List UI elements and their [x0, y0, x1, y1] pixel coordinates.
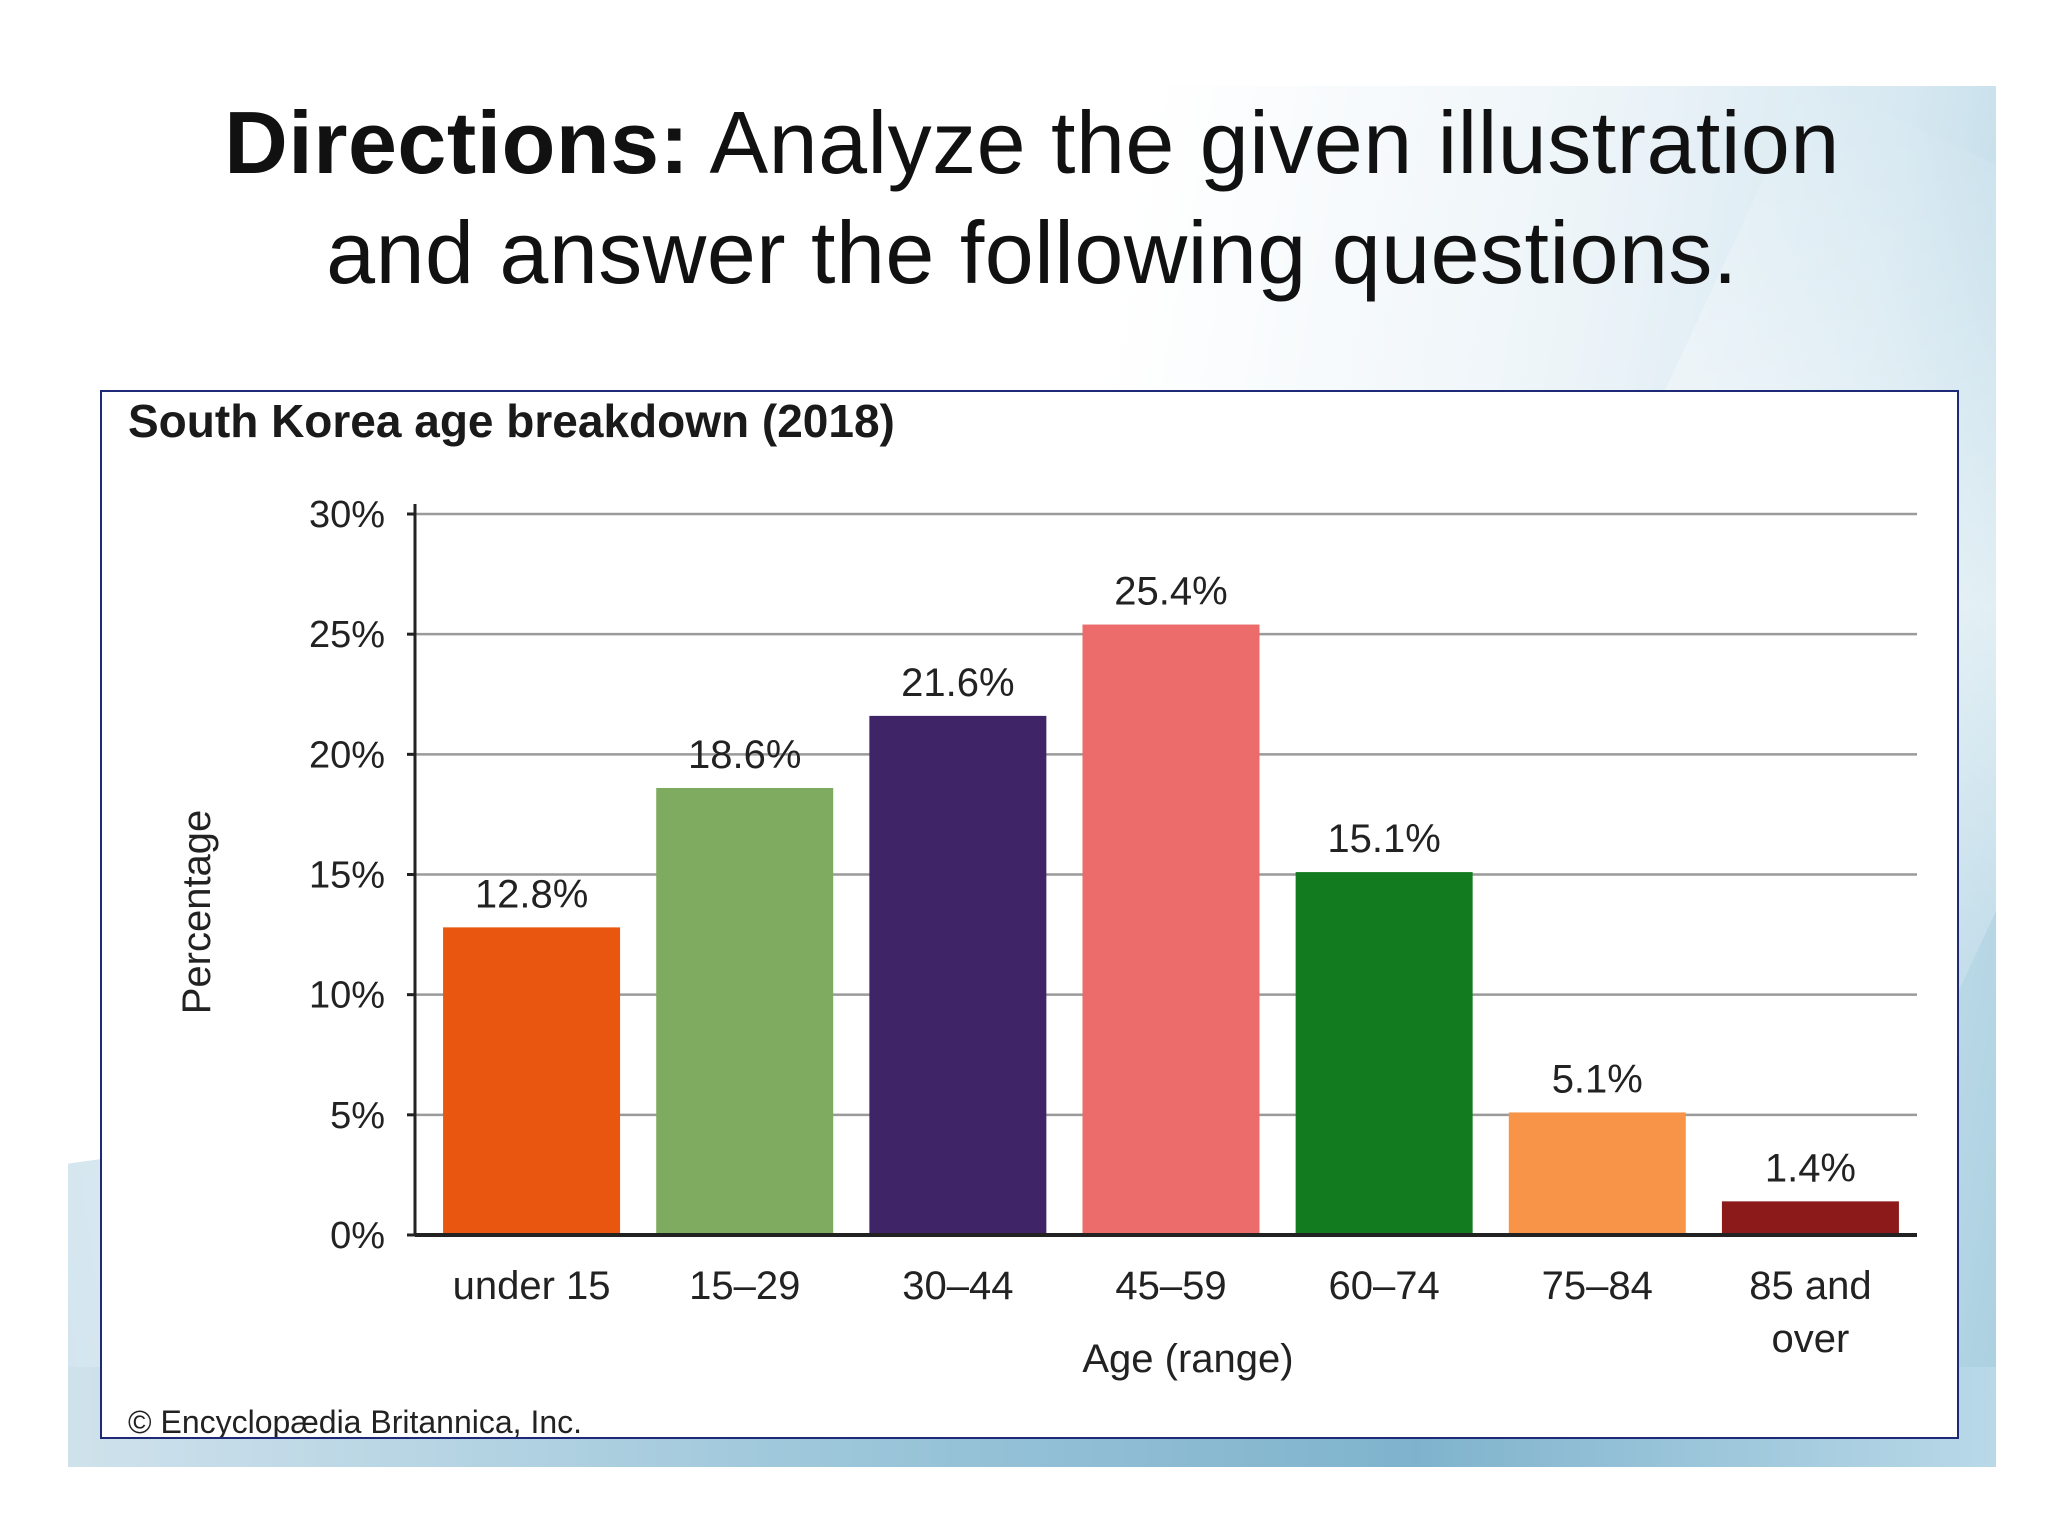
bar — [1508, 1112, 1686, 1235]
x-tick-label: 15–29 — [689, 1264, 800, 1308]
y-tick-label: 10% — [309, 975, 385, 1017]
data-label: 5.1% — [1552, 1057, 1643, 1101]
bar — [1721, 1201, 1899, 1235]
x-tick-label: over — [1772, 1317, 1850, 1361]
x-tick-label: 30–44 — [902, 1264, 1013, 1308]
x-tick-label: under 15 — [453, 1264, 611, 1308]
data-label: 1.4% — [1765, 1146, 1856, 1190]
directions-text: Analyze the given illustration — [689, 93, 1840, 192]
x-tick-label: 45–59 — [1115, 1264, 1226, 1308]
bar — [443, 927, 621, 1235]
directions-heading: Directions: Analyze the given illustrati… — [68, 88, 1996, 308]
x-axis-title: Age (range) — [1082, 1337, 1293, 1381]
x-tick-label: 85 and — [1749, 1264, 1871, 1308]
bar — [869, 715, 1047, 1235]
bar-chart: 0% 5% 10% 15% 20% 25% 30% 12.8% under 15 18.6% 15–… — [175, 494, 1917, 1381]
y-tick-label: 5% — [330, 1095, 385, 1137]
y-tick-label: 25% — [309, 614, 385, 656]
chart-title: South Korea age breakdown (2018) — [128, 395, 895, 447]
copyright-credit: © Encyclopædia Britannica, Inc. — [128, 1404, 583, 1439]
data-label: 18.6% — [688, 733, 801, 777]
data-label: 21.6% — [901, 661, 1014, 705]
y-tick-label: 0% — [330, 1215, 385, 1257]
bar — [1082, 624, 1260, 1235]
y-tick-label: 20% — [309, 734, 385, 776]
directions-line-1: Directions: Analyze the given illustrati… — [68, 88, 1996, 198]
directions-line-2: and answer the following questions. — [326, 203, 1738, 302]
x-tick-label: 60–74 — [1329, 1264, 1440, 1308]
data-label: 12.8% — [475, 872, 588, 916]
bar — [1295, 872, 1473, 1235]
x-tick-label: 75–84 — [1542, 1264, 1653, 1308]
y-tick-label: 15% — [309, 855, 385, 897]
directions-label: Directions: — [224, 93, 690, 192]
chart-panel: South Korea age breakdown (2018) 0% 5% 10%… — [100, 390, 1959, 1439]
y-axis-title: Percentage — [175, 810, 219, 1015]
data-label: 15.1% — [1327, 817, 1440, 861]
y-tick-label: 30% — [309, 494, 385, 536]
bar — [656, 787, 834, 1235]
data-label: 25.4% — [1114, 570, 1227, 614]
